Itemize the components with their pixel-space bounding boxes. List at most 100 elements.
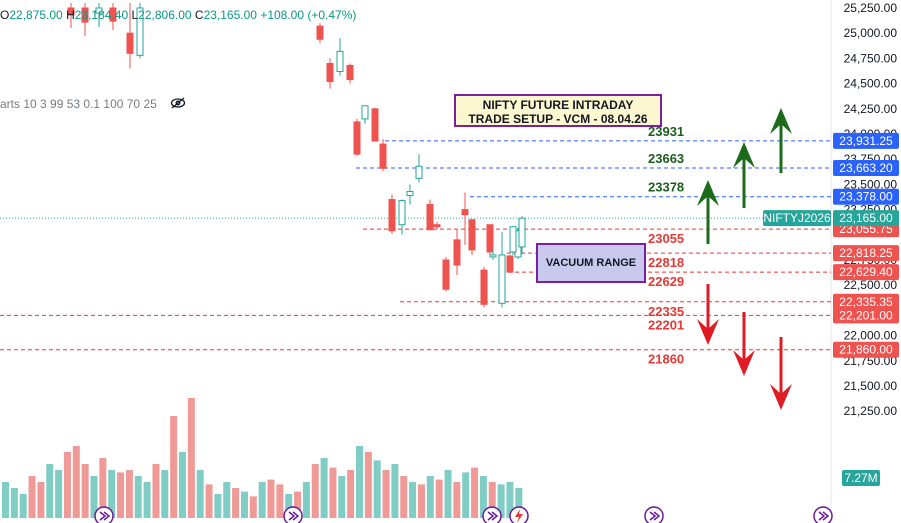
volume-bar (161, 470, 169, 518)
candle (433, 221, 441, 230)
volume-bar (444, 470, 452, 518)
y-tick-label: 24,750.00 (844, 51, 898, 65)
replay-icon[interactable] (644, 506, 664, 523)
level-label: 23931 (648, 124, 684, 139)
volume-bar (55, 470, 63, 518)
up-arrow-icon (770, 108, 792, 173)
close-label: C (194, 8, 204, 22)
svg-text:21,860.00: 21,860.00 (839, 343, 893, 357)
candle (398, 199, 406, 235)
ohlc-legend: O22,875.00 H23,184.40 L22,806.00 C23,165… (0, 8, 356, 22)
candle (388, 194, 396, 234)
volume-bar (311, 464, 319, 518)
volume-bar (28, 476, 36, 518)
candle (136, 2, 144, 59)
volume-bar (515, 488, 523, 518)
replay-icon[interactable] (813, 506, 833, 523)
candle (346, 63, 354, 84)
price-tag: 23,663.20 (833, 159, 899, 176)
vacuum-range-box[interactable]: VACUUM RANGE (536, 243, 646, 283)
title-line-2: TRADE SETUP - VCM - 08.04.26 (468, 112, 648, 126)
level-label: 22818 (648, 255, 684, 270)
volume-bar (435, 479, 443, 518)
svg-text:22,629.40: 22,629.40 (839, 265, 893, 279)
price-tag: 22,818.25 (833, 245, 899, 262)
svg-text:22,335.35: 22,335.35 (839, 295, 893, 309)
volume-bar (320, 458, 328, 518)
volume-bar (302, 482, 310, 518)
price-tag: 23,931.25 (833, 132, 899, 149)
svg-text:7.27M: 7.27M (844, 471, 877, 485)
svg-text:22,818.25: 22,818.25 (839, 246, 893, 260)
replay-icon[interactable] (482, 506, 502, 523)
price-tag: 21,860.00 (833, 341, 899, 358)
close-value: 23,165.00 (203, 8, 257, 22)
candle (379, 139, 387, 172)
volume-tag: 7.27M (842, 470, 880, 486)
low-label: L (131, 8, 139, 22)
replay-icon[interactable] (94, 506, 114, 523)
volume-bar (134, 476, 142, 518)
y-tick-label: 21,250.00 (844, 404, 898, 418)
candle (509, 225, 517, 255)
price-tag: 22,629.40 (833, 264, 899, 281)
volume-bar (462, 472, 470, 518)
svg-text:22,201.00: 22,201.00 (839, 308, 893, 322)
candle (316, 23, 324, 44)
volume-bar (276, 484, 284, 518)
flash-icon[interactable] (509, 506, 529, 523)
volume-bar (170, 416, 178, 518)
replay-icon[interactable] (283, 506, 303, 523)
vacuum-range-label: VACUUM RANGE (545, 257, 637, 269)
level-label: 22629 (648, 274, 684, 289)
level-label: 21860 (648, 352, 684, 367)
change-value: +108.00 (+0.47%) (260, 8, 357, 22)
current-price-tag: 23,165.00 (833, 210, 899, 227)
volume-bar (46, 464, 54, 518)
volume-bar (356, 446, 363, 518)
candle (126, 2, 134, 69)
svg-text:23,663.20: 23,663.20 (839, 161, 893, 175)
volume-bar (196, 470, 204, 518)
volume-bar (187, 398, 195, 518)
volume-bar (382, 470, 390, 518)
volume-bar (179, 452, 186, 518)
candle (336, 38, 344, 76)
indicator-legend[interactable]: arts 10 3 99 53 0.1 100 70 25 (0, 97, 186, 112)
volume-bar (267, 479, 275, 518)
svg-text:23,165.00: 23,165.00 (839, 211, 893, 225)
volume-bar (10, 488, 18, 518)
candle (81, 2, 89, 37)
candle (489, 248, 497, 260)
low-value: 22,806.00 (138, 8, 192, 22)
volume-bar (143, 482, 151, 518)
volume-bar (453, 482, 461, 518)
candle (498, 231, 506, 308)
eye-off-icon[interactable] (170, 97, 186, 112)
volume-bar (364, 452, 372, 518)
candle (468, 219, 476, 255)
y-tick-label: 25,000.00 (844, 26, 898, 40)
candle (453, 229, 461, 276)
volume-bar (249, 496, 257, 518)
volume-bar (63, 452, 71, 518)
volume-bar (338, 476, 346, 518)
level-label: 23378 (648, 180, 684, 195)
candle (426, 199, 434, 231)
volume-bar (19, 494, 27, 518)
down-arrow-icon (697, 284, 719, 345)
svg-text:23,931.25: 23,931.25 (839, 134, 893, 148)
volume-bar (81, 464, 89, 518)
volume-bar (258, 482, 266, 518)
level-label: 23055 (648, 231, 684, 246)
volume-bar (125, 470, 133, 518)
level-label: 22201 (648, 317, 684, 332)
volume-bar (152, 464, 160, 518)
volume-bar (471, 467, 479, 518)
volume-bar (400, 476, 408, 518)
up-arrow-icon (733, 142, 755, 208)
candle (461, 192, 469, 245)
volume-bar (37, 482, 45, 518)
trade-setup-title-box[interactable]: NIFTY FUTURE INTRADAY TRADE SETUP - VCM … (454, 94, 662, 127)
